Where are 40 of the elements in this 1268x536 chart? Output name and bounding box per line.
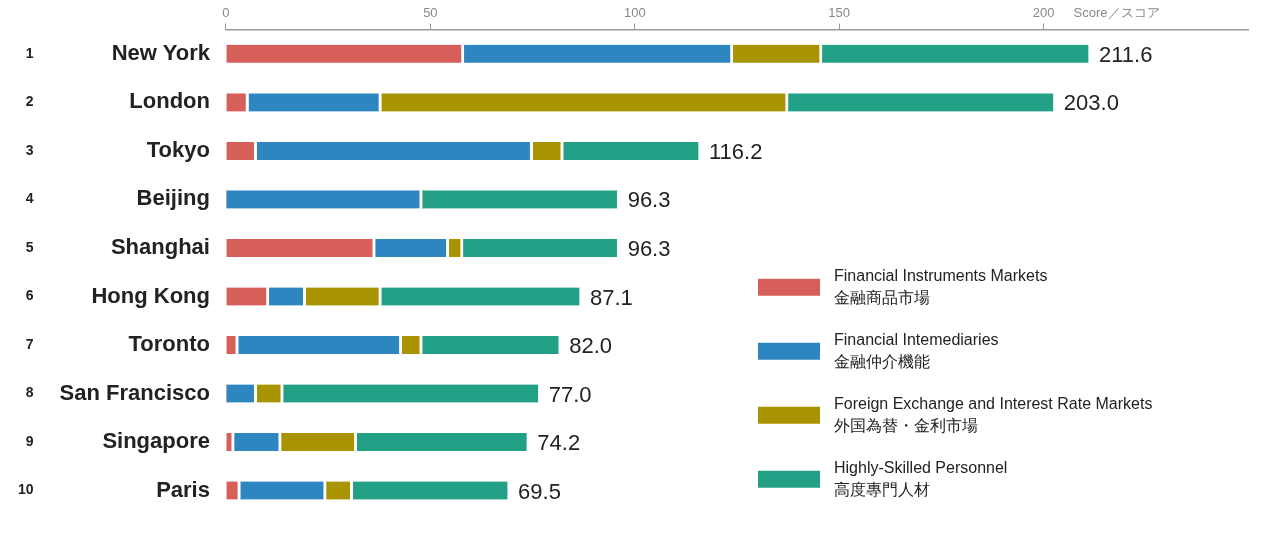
y-tick-label: New York (111, 39, 211, 65)
y-tick-label: Paris (156, 476, 210, 502)
total-label: 96.3 (627, 236, 671, 261)
y-tick-label: Toronto (128, 331, 210, 357)
x-axis-title: Score／スコア (1073, 4, 1160, 20)
y-tick-label: Hong Kong (91, 282, 210, 308)
y-tick-label: Singapore (102, 428, 210, 454)
total-label: 69.5 (518, 478, 561, 504)
total-label: 203.0 (1063, 90, 1119, 116)
total-label: 116.2 (709, 138, 763, 164)
y2-tick-label: 4 (25, 190, 34, 207)
y-tick-label: Beijing (136, 185, 210, 211)
y-tick-label: London (129, 88, 210, 114)
y-tick-label: Tokyo (146, 136, 210, 162)
x-tick-label: 150 (828, 5, 851, 21)
legend-label: Financial Intemediaries 金融仲介機能 (834, 331, 999, 371)
total-label: 87.1 (590, 284, 633, 310)
total-label: 211.6 (1099, 41, 1153, 67)
legend-label: Financial Instruments Markets 金融商品市場 (834, 267, 1048, 307)
total-label: 82.0 (569, 333, 613, 359)
x-tick-label: 100 (623, 5, 646, 21)
y2-tick-label: 6 (25, 287, 34, 304)
legend-label: Foreign Exchange and Interest Rate Markets 外国為替・金利市場 (834, 395, 1153, 435)
y-tick-label: Shanghai (110, 234, 210, 259)
y2-tick-label: 5 (25, 238, 34, 255)
y2-tick-label: 10 (17, 481, 34, 498)
y2-tick-label: 9 (25, 432, 34, 449)
y2-tick-label: 8 (25, 384, 34, 401)
y2-tick-label: 2 (25, 93, 34, 110)
total-label: 96.3 (627, 187, 671, 213)
x-tick-label: 0 (222, 5, 230, 21)
y2-tick-label: 7 (25, 335, 34, 352)
y-tick-label: San Francisco (59, 379, 210, 405)
y2-tick-label: 3 (25, 141, 34, 158)
legend-label: Highly-Skilled Personnel 高度專門人材 (834, 459, 1008, 499)
x-tick-label: 50 (423, 5, 438, 21)
total-label: 77.0 (548, 381, 592, 407)
x-tick-label: 200 (1032, 5, 1055, 21)
total-label: 74.2 (537, 430, 581, 456)
y2-tick-label: 1 (25, 44, 34, 61)
